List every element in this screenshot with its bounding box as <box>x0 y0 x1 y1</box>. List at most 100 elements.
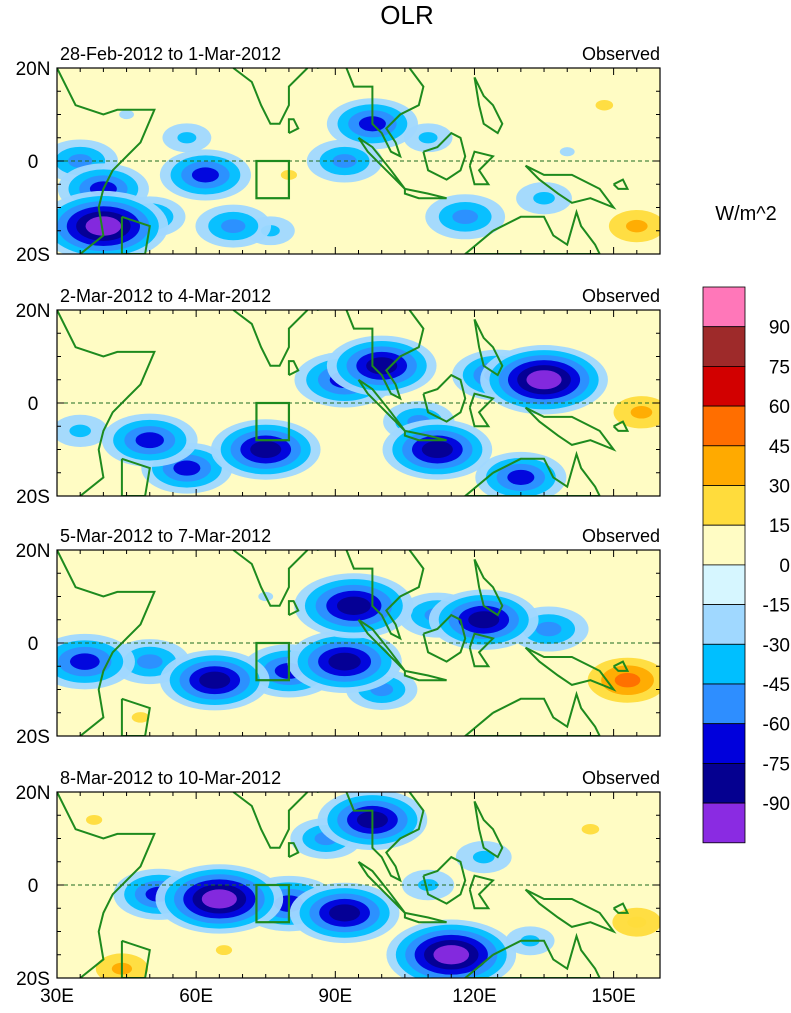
panel-1-anomaly-cell <box>191 167 219 183</box>
panel-4: 20N 0 20S 8-Mar-2012 to 10-Mar-2012 Observed… <box>16 768 661 1007</box>
panel-2-coastline <box>287 360 300 376</box>
colorbar-swatch <box>702 802 746 844</box>
x-tick-label: 120E <box>452 986 496 1007</box>
panel-1-coastline <box>357 136 406 190</box>
panel-3-anomaly-cell <box>136 654 163 669</box>
panel-4-coastline <box>403 911 447 924</box>
panel-1-anomaly-cell <box>418 132 438 144</box>
panel-2-coastline <box>612 420 630 432</box>
panel-1-coastline <box>403 187 447 200</box>
figure-title: OLR <box>380 0 433 30</box>
panels: 20N 0 20S 28-Feb-2012 to 1-Mar-2012 Observed… <box>16 44 661 1007</box>
colorbar-swatch <box>702 485 746 526</box>
panel-1-y-tick-label: 20N <box>16 59 51 80</box>
panel-3-period-label: 5-Mar-2012 to 7-Mar-2012 <box>60 526 271 546</box>
colorbar-label: 0 <box>779 556 790 577</box>
panel-2: 20N 0 20S 2-Mar-2012 to 4-Mar-2012 Observed <box>16 286 661 508</box>
colorbar-label: 45 <box>769 437 790 458</box>
colorbar-swatch <box>702 286 746 328</box>
panel-4-coastline <box>357 860 406 914</box>
panel-3-coastline <box>524 646 617 692</box>
panel-2-coastline <box>403 429 447 442</box>
colorbar-swatch <box>702 683 746 725</box>
panel-3-anomaly-cell <box>131 712 150 723</box>
panel-4-anomaly-cell <box>86 814 103 825</box>
colorbar-label: -60 <box>763 715 790 736</box>
colorbar-swatch <box>702 365 746 407</box>
panel-2-coastline <box>422 373 467 423</box>
panel-3: 20N 0 20S 5-Mar-2012 to 7-Mar-2012 Observed <box>16 526 661 748</box>
panel-3-observed-label: Observed <box>582 526 660 546</box>
panel-4-coastline <box>612 902 630 914</box>
panel-3-anomaly-cell <box>336 596 371 616</box>
panel-1-coastline <box>473 76 504 135</box>
panel-4-coastline <box>316 792 425 883</box>
panel-2-y-tick-label: 20S <box>16 487 50 508</box>
panel-1: 20N 0 20S 28-Feb-2012 to 1-Mar-2012 Observed <box>16 44 661 266</box>
colorbar-label: 60 <box>769 397 790 418</box>
panel-3-coastline <box>612 660 630 672</box>
panel-1-anomaly-cell <box>626 219 648 233</box>
panel-3-anomaly-cell <box>96 573 111 583</box>
panel-2-y-tick-label: 0 <box>28 394 39 415</box>
panel-3-coastline <box>316 550 425 641</box>
panel-4-coastline <box>57 792 156 978</box>
panel-3-anomaly-cell <box>69 653 100 670</box>
panel-3-coastline <box>357 618 406 672</box>
colorbar-label: -45 <box>763 675 790 696</box>
panel-1-anomaly-cell <box>595 99 614 111</box>
panel-1-anomaly-cell <box>177 132 197 144</box>
panel-3-coastline <box>287 600 300 616</box>
panel-1-anomaly-cell <box>559 147 575 157</box>
colorbar-label: 15 <box>769 516 790 537</box>
panel-4-coastline <box>232 792 309 849</box>
colorbar-label: -90 <box>763 794 790 815</box>
panel-2-coastline <box>316 310 425 401</box>
panel-1-y-tick-label: 20S <box>16 245 50 266</box>
panel-4-y-tick-label: 20S <box>16 969 50 990</box>
panel-3-anomaly-cell <box>535 621 562 637</box>
panel-3-anomaly-cell <box>614 672 641 688</box>
panel-4-y-tick-label: 20N <box>16 783 51 804</box>
panel-1-region-box <box>255 159 291 200</box>
panel-2-coastline <box>473 318 504 377</box>
panel-4-observed-label: Observed <box>582 768 660 788</box>
panel-3-coastline <box>57 550 156 736</box>
colorbar-units-label: W/m^2 <box>715 203 777 225</box>
panel-4-coastline <box>422 855 467 905</box>
x-tick-label: 60E <box>179 986 213 1007</box>
panel-4-coastline <box>473 800 504 859</box>
panel-2-field <box>57 310 660 496</box>
panel-4-period-label: 8-Mar-2012 to 10-Mar-2012 <box>60 768 281 788</box>
panel-3-field <box>57 550 660 736</box>
panel-2-anomaly-cell <box>366 357 398 375</box>
panel-1-observed-label: Observed <box>582 44 660 64</box>
panel-1-coastline <box>422 131 467 181</box>
panel-3-coastline <box>468 632 495 668</box>
panel-2-coastline <box>468 392 495 428</box>
panel-2-anomaly-cell <box>173 460 201 476</box>
panel-3-y-tick-label: 20S <box>16 727 50 748</box>
colorbar-swatch <box>702 405 746 447</box>
panel-2-coastline <box>57 310 156 496</box>
panel-3-coastline <box>232 550 309 607</box>
panel-4-coastline <box>287 842 300 858</box>
x-tick-label: 90E <box>318 986 352 1007</box>
panel-2-anomaly-cell <box>507 469 535 485</box>
panel-2-anomaly-cell <box>250 440 282 459</box>
panel-1-field <box>57 68 660 254</box>
panel-4-anomaly-cell <box>201 889 237 909</box>
panel-2-coastline <box>524 406 617 452</box>
panel-1-anomaly-cell <box>85 216 122 236</box>
panel-4-anomaly-cell <box>627 916 647 928</box>
panel-4-anomaly-cell <box>472 850 495 864</box>
panel-2-coastline <box>357 378 406 432</box>
colorbar-label: -75 <box>763 754 790 775</box>
panel-3-y-tick-label: 20N <box>16 541 51 562</box>
panel-1-coastline <box>463 208 601 254</box>
panel-1-coastline <box>232 68 309 125</box>
panel-2-anomaly-cell <box>421 440 453 459</box>
panel-4-anomaly-cell <box>215 945 233 956</box>
colorbar-swatch <box>702 445 746 486</box>
